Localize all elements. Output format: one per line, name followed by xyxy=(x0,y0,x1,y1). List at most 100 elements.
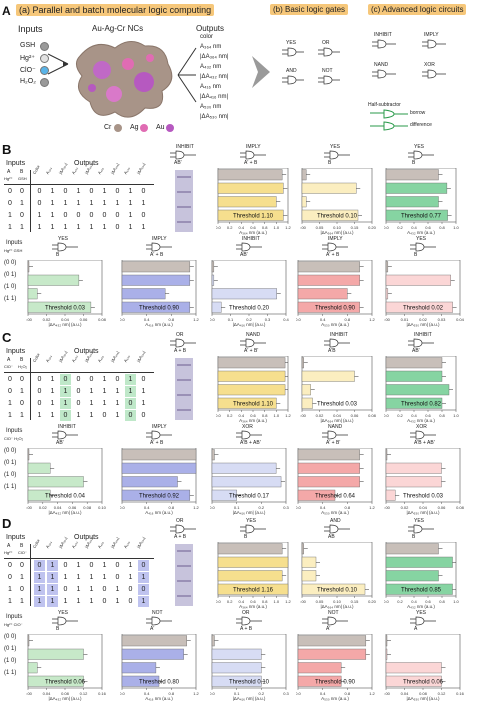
chart: AND AB Threshold 0.10 0.00 0.05 0.10 0.15 0.20 |… xyxy=(300,518,376,610)
input-dot xyxy=(40,66,49,75)
gate-expression: A + B xyxy=(240,626,253,632)
tick-label: 0.2 xyxy=(397,599,403,604)
gate-icon xyxy=(146,430,172,440)
axis-label: |ΔA₄₁₆ nm| (a.u.) xyxy=(233,322,266,327)
bar xyxy=(27,449,30,461)
output-header: A₄₃₂ xyxy=(70,354,79,363)
axis-label: |ΔA₃₆₄ nm| (a.u.) xyxy=(320,418,354,423)
cell-output: 0 xyxy=(125,410,136,421)
output-label: |ΔA₅₃₀ nm| xyxy=(200,114,229,120)
bar xyxy=(301,556,317,568)
borrow-output: borrow xyxy=(410,110,426,116)
color-band xyxy=(177,176,191,178)
bar xyxy=(297,476,360,488)
cell-output: 1 xyxy=(102,388,107,395)
tick-label: 0.02 xyxy=(39,505,48,510)
gate-expression: A'B xyxy=(328,348,336,354)
tick-label: 0.1 xyxy=(234,691,240,696)
cell-output: 0 xyxy=(141,188,146,195)
output-header: |ΔA₃₆₄| xyxy=(57,161,69,175)
cell-output: 1 xyxy=(138,596,149,607)
output-header: A₄₁₆ xyxy=(96,166,105,175)
cell-output: 1 xyxy=(63,224,68,231)
chart: INHIBIT AB' Threshold 0.82 0.0 0.2 0.4 0.6 0.8 1… xyxy=(384,332,460,424)
table-rule xyxy=(4,184,154,185)
tick-label: 0.00 xyxy=(300,225,307,230)
gate-name: YES xyxy=(414,144,425,150)
tick-label: 0.8 xyxy=(439,599,445,604)
gate-label: XOR xyxy=(424,62,435,68)
tick-label: 0.06 xyxy=(351,413,360,418)
chart: YES B Threshold 0.10 0.00 0.05 0.10 0.15 0.20 |Δ… xyxy=(300,144,376,236)
col-b: B xyxy=(20,169,24,175)
tick-label: 0.8 xyxy=(262,413,268,418)
chart-svg: Threshold 0.85 0.0 0.2 0.4 0.6 0.8 1.0 A₄₃₂ nm … xyxy=(384,542,460,609)
cell-input-b: 0 xyxy=(20,562,24,569)
threshold-label: Threshold 0.17 xyxy=(229,493,270,499)
bar xyxy=(211,648,262,660)
chart: OR A + B xyxy=(160,332,208,424)
tick-label: 0.8 xyxy=(169,691,175,696)
tick-label: 0.4 xyxy=(144,317,150,322)
gate-icon xyxy=(282,47,304,57)
color-band xyxy=(177,220,191,223)
nanocluster-illustration xyxy=(76,41,173,118)
chart: IMPLY A' + B Threshold 1.10 0.0 0.2 0.4 0.6 0.8… xyxy=(216,144,292,236)
input-label: H₂O₂ xyxy=(20,78,36,85)
cell-output: 0 xyxy=(115,574,120,581)
table-divider xyxy=(30,170,31,232)
bar xyxy=(385,449,388,461)
bar xyxy=(297,449,360,461)
cell-output: 1 xyxy=(37,212,42,219)
tick-label: 0.4 xyxy=(283,317,289,322)
output-header: A₅₃₀ xyxy=(122,353,131,363)
tick-label: 0.02 xyxy=(419,317,428,322)
gate-expression: B xyxy=(56,252,60,258)
cell-output: 0 xyxy=(115,376,120,383)
cell-output: 1 xyxy=(128,224,133,231)
color-band xyxy=(177,579,191,582)
input-arrows xyxy=(47,53,69,75)
bar xyxy=(27,635,30,647)
cell-output: 1 xyxy=(125,374,136,385)
cell-input-b: 0 xyxy=(20,586,24,593)
legend-label: Ag xyxy=(130,124,139,131)
cell-output: 0 xyxy=(115,188,120,195)
bar xyxy=(121,288,166,300)
cell-input-a: 0 xyxy=(8,388,12,395)
tick-label: 0.2 xyxy=(227,225,233,230)
cell-output: 0 xyxy=(125,398,136,409)
gate-name: IMPLY xyxy=(152,424,167,430)
gate-expression: A'B + AB' xyxy=(240,440,261,446)
cell-output: 0 xyxy=(76,212,81,219)
gate-icon xyxy=(236,430,262,440)
chart-svg: Threshold 0.90 0.0 0.4 0.8 1.2 A₅₃₀ nm (a.u.) xyxy=(296,260,376,327)
legend-label: Au xyxy=(156,124,165,131)
bar xyxy=(385,543,439,555)
tick-label: 0.04 xyxy=(54,505,63,510)
output-header: |ΔA₅₃₀| xyxy=(135,535,147,549)
tick-label: 0.02 xyxy=(43,317,52,322)
bar xyxy=(211,301,222,313)
cell-output: 0 xyxy=(102,212,107,219)
cell-input-b: 1 xyxy=(20,224,24,231)
gate-icon xyxy=(236,616,262,626)
half-subtractor-label: Half-subtractor xyxy=(368,102,401,108)
output-label: A₅₃₀ nm xyxy=(200,104,222,110)
cell-output: 0 xyxy=(76,376,81,383)
cell-output: 0 xyxy=(37,400,42,407)
chart-svg: Threshold 0.10 0.00 0.05 0.10 0.15 0.20 |ΔA₃₆₄… xyxy=(300,168,376,235)
cell-output: 1 xyxy=(76,598,81,605)
bar xyxy=(121,449,197,461)
row2-input-pair: (1 0) xyxy=(4,472,17,478)
gate-name: XOR xyxy=(242,424,253,430)
cell-output: 1 xyxy=(50,412,55,419)
bar xyxy=(301,543,304,555)
tick-label: 0.00 xyxy=(300,413,307,418)
cell-output: 0 xyxy=(63,562,68,569)
cell-output: 1 xyxy=(115,412,120,419)
threshold-label: Threshold 0.90 xyxy=(139,305,180,311)
row2-input-names: Hg²⁺ GSH xyxy=(4,248,23,253)
cell-output: 0 xyxy=(37,188,42,195)
cell-output: 1 xyxy=(128,212,133,219)
